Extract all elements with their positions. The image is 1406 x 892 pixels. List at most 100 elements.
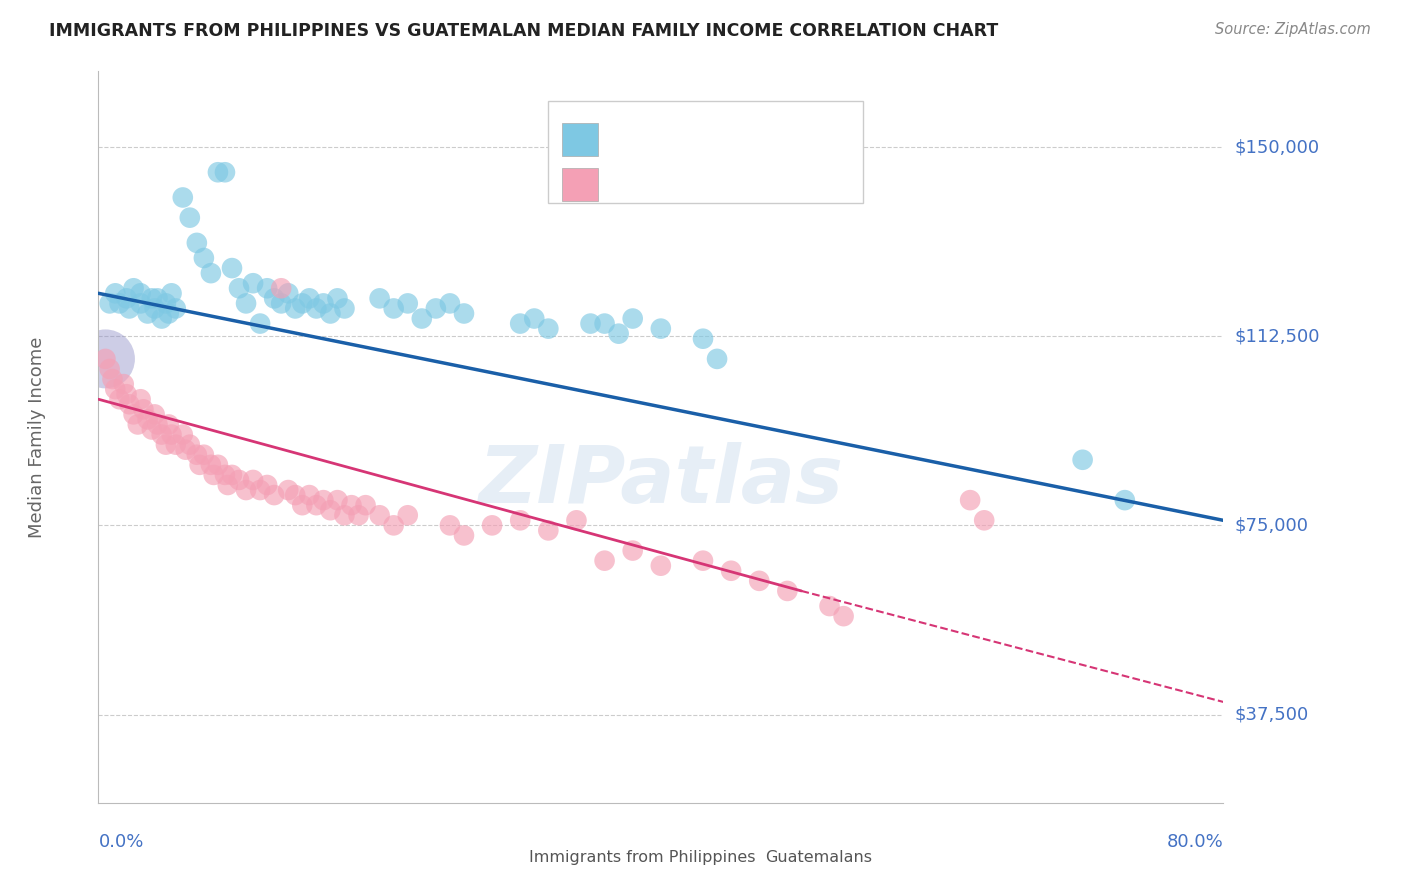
Point bbox=[228, 473, 250, 487]
Point bbox=[129, 286, 152, 301]
Point bbox=[207, 165, 229, 179]
Point bbox=[132, 402, 155, 417]
Point bbox=[129, 296, 152, 310]
Point bbox=[312, 296, 335, 310]
Point bbox=[621, 311, 644, 326]
Point bbox=[425, 301, 447, 316]
Point bbox=[720, 564, 742, 578]
Point bbox=[650, 558, 672, 573]
Point bbox=[165, 301, 187, 316]
Point bbox=[165, 437, 187, 451]
Point bbox=[146, 291, 169, 305]
Point bbox=[326, 291, 349, 305]
Text: N = 72: N = 72 bbox=[745, 176, 803, 194]
FancyBboxPatch shape bbox=[562, 168, 598, 201]
Point bbox=[115, 291, 138, 305]
Point bbox=[141, 423, 163, 437]
Point bbox=[509, 513, 531, 527]
Point bbox=[228, 281, 250, 295]
Point bbox=[319, 306, 342, 320]
Point bbox=[221, 261, 243, 276]
Point bbox=[104, 382, 127, 396]
Point bbox=[101, 372, 124, 386]
Point bbox=[523, 311, 546, 326]
Point bbox=[172, 427, 194, 442]
Point bbox=[319, 503, 342, 517]
Point bbox=[621, 543, 644, 558]
Point bbox=[193, 448, 215, 462]
Point bbox=[263, 488, 285, 502]
Point bbox=[312, 493, 335, 508]
Point bbox=[439, 296, 461, 310]
Point bbox=[291, 498, 314, 512]
Text: $112,500: $112,500 bbox=[1234, 327, 1320, 345]
FancyBboxPatch shape bbox=[498, 846, 523, 870]
Point bbox=[333, 301, 356, 316]
Point bbox=[94, 351, 117, 366]
Point bbox=[202, 467, 225, 482]
Point bbox=[143, 301, 166, 316]
Point bbox=[832, 609, 855, 624]
Point bbox=[136, 412, 159, 426]
Point bbox=[354, 498, 377, 512]
Point bbox=[104, 286, 127, 301]
Point bbox=[186, 448, 208, 462]
Point bbox=[172, 190, 194, 204]
Point bbox=[537, 524, 560, 538]
Point bbox=[973, 513, 995, 527]
Point bbox=[129, 392, 152, 407]
Point bbox=[108, 296, 131, 310]
Point bbox=[141, 291, 163, 305]
Point bbox=[160, 427, 183, 442]
Point bbox=[242, 277, 264, 291]
Text: $75,000: $75,000 bbox=[1234, 516, 1309, 534]
Point bbox=[115, 387, 138, 401]
Point bbox=[249, 483, 271, 497]
Point bbox=[607, 326, 630, 341]
Text: Median Family Income: Median Family Income bbox=[28, 336, 45, 538]
Point bbox=[214, 467, 236, 482]
Point bbox=[263, 291, 285, 305]
Point bbox=[333, 508, 356, 523]
Point bbox=[509, 317, 531, 331]
Point bbox=[305, 498, 328, 512]
Point bbox=[818, 599, 841, 613]
Point bbox=[150, 311, 173, 326]
Point bbox=[411, 311, 433, 326]
FancyBboxPatch shape bbox=[734, 846, 759, 870]
Point bbox=[235, 483, 257, 497]
Point bbox=[249, 317, 271, 331]
Point bbox=[155, 437, 177, 451]
Point bbox=[188, 458, 211, 472]
Point bbox=[242, 473, 264, 487]
Point bbox=[270, 296, 292, 310]
Point bbox=[256, 281, 278, 295]
Point bbox=[565, 513, 588, 527]
Point bbox=[326, 493, 349, 508]
Point bbox=[186, 235, 208, 250]
Point bbox=[706, 351, 728, 366]
Point bbox=[382, 301, 405, 316]
Point bbox=[593, 317, 616, 331]
Point bbox=[270, 281, 292, 295]
Point bbox=[200, 266, 222, 280]
Point bbox=[179, 211, 201, 225]
Point bbox=[118, 301, 141, 316]
Point bbox=[157, 417, 180, 432]
Point bbox=[368, 508, 391, 523]
Point bbox=[235, 296, 257, 310]
Point bbox=[146, 417, 169, 432]
Point bbox=[174, 442, 197, 457]
Text: 80.0%: 80.0% bbox=[1167, 833, 1223, 851]
Text: IMMIGRANTS FROM PHILIPPINES VS GUATEMALAN MEDIAN FAMILY INCOME CORRELATION CHART: IMMIGRANTS FROM PHILIPPINES VS GUATEMALA… bbox=[49, 22, 998, 40]
Point bbox=[453, 528, 475, 542]
Point bbox=[593, 554, 616, 568]
Point bbox=[382, 518, 405, 533]
Point bbox=[396, 296, 419, 310]
Point bbox=[340, 498, 363, 512]
Point bbox=[155, 296, 177, 310]
Text: ZIPatlas: ZIPatlas bbox=[478, 442, 844, 520]
Point bbox=[298, 488, 321, 502]
Point bbox=[650, 321, 672, 335]
Point bbox=[200, 458, 222, 472]
